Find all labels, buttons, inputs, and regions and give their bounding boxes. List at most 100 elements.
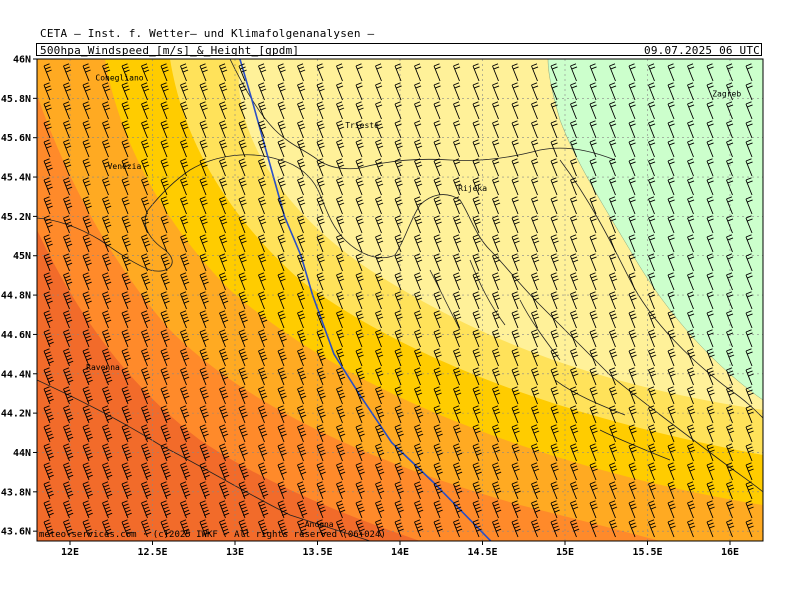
- wind-barb: [160, 63, 169, 82]
- wind-barb: [375, 367, 384, 386]
- wind-barb: [648, 367, 657, 386]
- wind-barb: [726, 196, 734, 215]
- wind-barb: [687, 443, 696, 462]
- wind-barb: [531, 101, 539, 120]
- wind-barb: [706, 253, 714, 272]
- wind-barb: [589, 101, 597, 120]
- wind-barb: [277, 82, 286, 101]
- wind-barb: [687, 139, 695, 158]
- wind-barb: [141, 101, 150, 120]
- city-label: Venezia: [108, 162, 142, 171]
- wind-barb: [160, 500, 171, 519]
- lat-tick-label: 46N: [13, 55, 31, 66]
- wind-barb: [180, 481, 191, 500]
- wind-barb: [82, 500, 93, 519]
- wind-barb: [414, 462, 424, 481]
- wind-barb: [43, 101, 52, 120]
- wind-barb: [375, 139, 384, 158]
- city-label: Ancona: [305, 520, 334, 529]
- wind-barb: [609, 120, 617, 139]
- wind-barb: [570, 367, 579, 386]
- wind-barb: [394, 443, 404, 462]
- wind-barb: [726, 139, 734, 158]
- wind-barb: [258, 177, 267, 196]
- wind-barb: [141, 291, 151, 310]
- wind-barb: [609, 348, 618, 367]
- wind-barb: [726, 462, 735, 481]
- wind-barb: [550, 462, 559, 481]
- wind-barb: [375, 424, 385, 443]
- wind-barb: [609, 234, 617, 253]
- wind-barb: [316, 424, 326, 443]
- wind-barb: [394, 158, 403, 177]
- wind-barb: [511, 462, 520, 481]
- wind-barb: [667, 215, 675, 234]
- wind-barb: [121, 234, 131, 253]
- wind-barb: [472, 63, 480, 82]
- wind-barb: [550, 101, 558, 120]
- wind-barb: [609, 462, 618, 481]
- wind-barb: [570, 196, 578, 215]
- wind-barb: [336, 177, 345, 196]
- wind-barb: [297, 386, 307, 405]
- wind-barb: [277, 329, 287, 348]
- wind-barb: [589, 500, 598, 519]
- city-label: Trieste: [345, 121, 379, 130]
- wind-barb: [492, 158, 500, 177]
- wind-barb: [63, 120, 72, 139]
- city-label: Conegliano: [95, 74, 143, 83]
- wind-barb: [648, 215, 656, 234]
- wind-barb: [492, 348, 501, 367]
- wind-barb: [745, 310, 753, 329]
- wind-barb: [570, 177, 578, 196]
- wind-barb: [336, 481, 346, 500]
- wind-barb: [297, 82, 306, 101]
- wind-barb: [180, 291, 190, 310]
- wind-barb: [609, 310, 618, 329]
- wind-barb: [63, 177, 73, 196]
- wind-barb: [628, 63, 636, 82]
- wind-barb: [121, 386, 132, 405]
- wind-barb: [570, 500, 579, 519]
- wind-barb: [492, 139, 500, 158]
- wind-barb: [472, 253, 481, 272]
- wind-barb: [355, 158, 364, 177]
- wind-barb: [745, 120, 753, 139]
- wind-barb: [706, 82, 714, 101]
- wind-barb: [43, 348, 54, 367]
- lat-tick-label: 44N: [13, 448, 31, 459]
- wind-barb: [394, 386, 403, 405]
- wind-barb: [589, 405, 598, 424]
- wind-barb: [667, 196, 675, 215]
- wind-barb: [394, 291, 403, 310]
- wind-barb: [550, 481, 559, 500]
- wind-barb: [121, 139, 130, 158]
- wind-barb: [726, 443, 735, 462]
- wind-barb: [63, 329, 73, 348]
- wind-barb: [277, 500, 288, 519]
- wind-barb: [199, 462, 210, 481]
- wind-barb: [141, 120, 150, 139]
- wind-barb: [316, 500, 326, 519]
- wind-barb: [199, 120, 208, 139]
- wind-barb: [394, 348, 403, 367]
- copyright-credit: meteo-services.com · (c)2025 IWKF · All …: [39, 530, 386, 540]
- border-italy-slovenia: [229, 59, 361, 170]
- wind-barb: [43, 158, 53, 177]
- wind-barb: [472, 462, 482, 481]
- wind-barb: [394, 101, 402, 120]
- wind-barb: [628, 272, 636, 291]
- wind-barb: [492, 177, 500, 196]
- wind-barb: [667, 329, 676, 348]
- wind-barb: [667, 177, 675, 196]
- wind-barb: [667, 253, 675, 272]
- wind-barb: [355, 348, 364, 367]
- wind-barb: [394, 139, 403, 158]
- wind-barb: [82, 215, 92, 234]
- wind-barb: [297, 120, 306, 139]
- wind-barb: [511, 424, 520, 443]
- wind-barb: [43, 310, 53, 329]
- wind-barb: [102, 329, 112, 348]
- lon-tick-label: 15E: [556, 547, 574, 558]
- wind-barb: [706, 272, 714, 291]
